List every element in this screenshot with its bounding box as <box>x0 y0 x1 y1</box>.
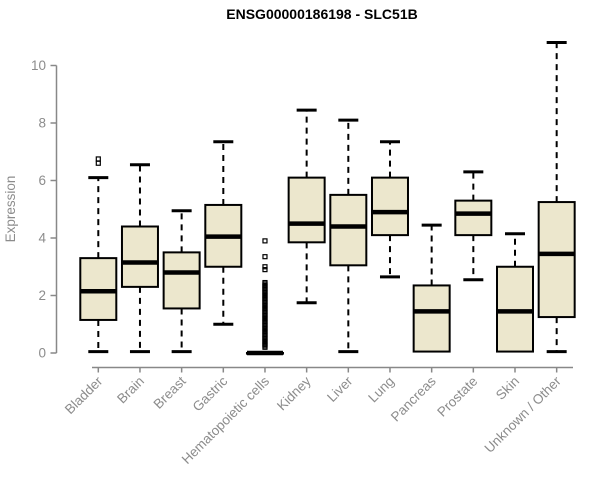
x-tick-label-pancreas: Pancreas <box>388 373 439 424</box>
x-tick-label-bladder: Bladder <box>62 373 106 417</box>
iqr-box <box>120 225 159 288</box>
y-tick-label: 8 <box>38 116 46 131</box>
x-tick-label-prostate: Prostate <box>434 374 480 420</box>
x-tick-label-lung: Lung <box>365 374 397 406</box>
x-tick-label-brain: Brain <box>114 374 147 407</box>
outlier-point <box>262 264 268 270</box>
y-tick-label: 10 <box>31 58 46 73</box>
iqr-box <box>162 251 201 310</box>
y-tick-label: 6 <box>38 173 46 188</box>
box-unknown-other <box>537 41 576 354</box>
box-prostate <box>454 170 493 282</box>
x-tick-label-liver: Liver <box>324 373 356 405</box>
box-lung <box>370 140 409 279</box>
box-kidney <box>287 108 326 305</box>
y-tick-label: 4 <box>38 231 46 246</box>
iqr-box <box>287 176 326 244</box>
x-tick-label-kidney: Kidney <box>274 373 314 413</box>
box-skin <box>496 232 534 353</box>
y-tick-label: 0 <box>38 346 46 361</box>
x-tick-label-unknown-other: Unknown / Other <box>482 373 565 456</box>
outlier-point <box>262 267 268 273</box>
outlier-point <box>262 238 268 244</box>
box-series <box>79 41 576 356</box>
outlier-point <box>262 279 268 286</box>
box-bladder <box>79 156 118 354</box>
box-gastric <box>204 140 243 326</box>
outlier-point <box>95 160 101 166</box>
y-axis-label: Expression <box>3 176 18 243</box>
box-breast <box>162 209 201 354</box>
x-tick-label-breast: Breast <box>151 373 189 411</box>
iqr-box <box>412 284 451 353</box>
x-tick-label-gastric: Gastric <box>190 373 231 414</box>
box-brain <box>120 163 159 354</box>
box-pancreas <box>412 223 451 353</box>
outlier-point <box>262 254 268 260</box>
x-tick-label-skin: Skin <box>493 374 522 403</box>
y-tick-label: 2 <box>38 288 46 303</box>
outlier-point <box>95 156 101 162</box>
iqr-box <box>454 199 493 237</box>
box-liver <box>329 118 368 354</box>
chart-title: ENSG00000186198 - SLC51B <box>226 6 417 22</box>
box-hematopoietic-cells <box>245 238 284 356</box>
iqr-box <box>537 201 576 319</box>
iqr-box <box>329 193 368 267</box>
iqr-box <box>370 176 409 237</box>
